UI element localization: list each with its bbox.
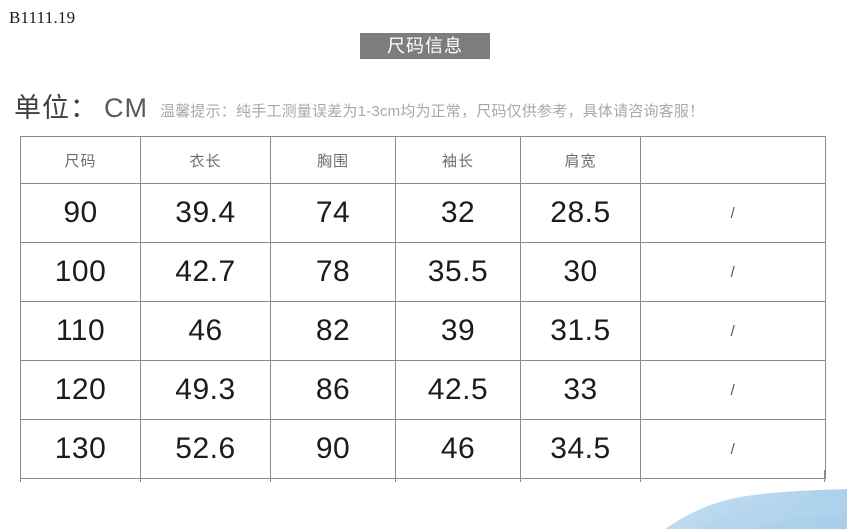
- cell-length: 52.6: [140, 419, 271, 479]
- unit-value: CM: [104, 93, 148, 123]
- cell-extra: /: [640, 419, 826, 479]
- column-header-extra: [640, 136, 826, 184]
- cell-length: 49.3: [140, 360, 271, 420]
- table-row: 120 49.3 86 42.5 33 /: [20, 360, 826, 420]
- cell-length: 46: [140, 301, 271, 361]
- cell-shoulder: 31.5: [520, 301, 641, 361]
- size-info-banner-title: 尺码信息: [387, 36, 463, 56]
- cell-sleeve: 39: [395, 301, 521, 361]
- cell-size: 110: [20, 301, 141, 361]
- product-code-label: B1111.19: [9, 8, 76, 27]
- unit-label: 单位：: [14, 93, 98, 123]
- column-header-bust: 胸围: [270, 136, 396, 184]
- cell-extra: /: [640, 183, 826, 243]
- cell-sleeve: 42.5: [395, 360, 521, 420]
- cell-size: 130: [20, 419, 141, 479]
- cell-sleeve: 46: [395, 419, 521, 479]
- measurement-disclaimer-text: 温馨提示：纯手工测量误差为1-3cm均为正常，尺码仅供参考，具体请咨询客服！: [160, 103, 705, 120]
- column-header-sleeve: 袖长: [395, 136, 521, 184]
- size-table: 尺码 衣长 胸围 袖长 肩宽 90 39.4 74 32 28.5 / 100 …: [20, 136, 826, 479]
- cell-extra: /: [640, 301, 826, 361]
- table-header-row: 尺码 衣长 胸围 袖长 肩宽: [20, 136, 826, 184]
- table-row: 100 42.7 78 35.5 30 /: [20, 242, 826, 302]
- cell-extra: /: [640, 360, 826, 420]
- column-header-shoulder: 肩宽: [520, 136, 641, 184]
- cell-sleeve: 35.5: [395, 242, 521, 302]
- table-row: 110 46 82 39 31.5 /: [20, 301, 826, 361]
- cell-length: 39.4: [140, 183, 271, 243]
- watercolor-brush-decoration: [665, 489, 847, 529]
- cell-bust: 74: [270, 183, 396, 243]
- cell-bust: 86: [270, 360, 396, 420]
- cell-bust: 82: [270, 301, 396, 361]
- table-row: 130 52.6 90 46 34.5 /: [20, 419, 826, 479]
- cell-size: 120: [20, 360, 141, 420]
- cell-size: 100: [20, 242, 141, 302]
- cell-extra: /: [640, 242, 826, 302]
- column-header-size: 尺码: [20, 136, 141, 184]
- cell-bust: 78: [270, 242, 396, 302]
- cell-sleeve: 32: [395, 183, 521, 243]
- table-clipped-row: [20, 470, 825, 482]
- cell-shoulder: 34.5: [520, 419, 641, 479]
- column-header-length: 衣长: [140, 136, 271, 184]
- cell-shoulder: 33: [520, 360, 641, 420]
- cell-length: 42.7: [140, 242, 271, 302]
- unit-note-row: 单位： CM 温馨提示：纯手工测量误差为1-3cm均为正常，尺码仅供参考，具体请…: [14, 86, 704, 125]
- cell-size: 90: [20, 183, 141, 243]
- table-row: 90 39.4 74 32 28.5 /: [20, 183, 826, 243]
- cell-bust: 90: [270, 419, 396, 479]
- cell-shoulder: 28.5: [520, 183, 641, 243]
- size-info-banner: 尺码信息: [360, 33, 490, 59]
- cell-shoulder: 30: [520, 242, 641, 302]
